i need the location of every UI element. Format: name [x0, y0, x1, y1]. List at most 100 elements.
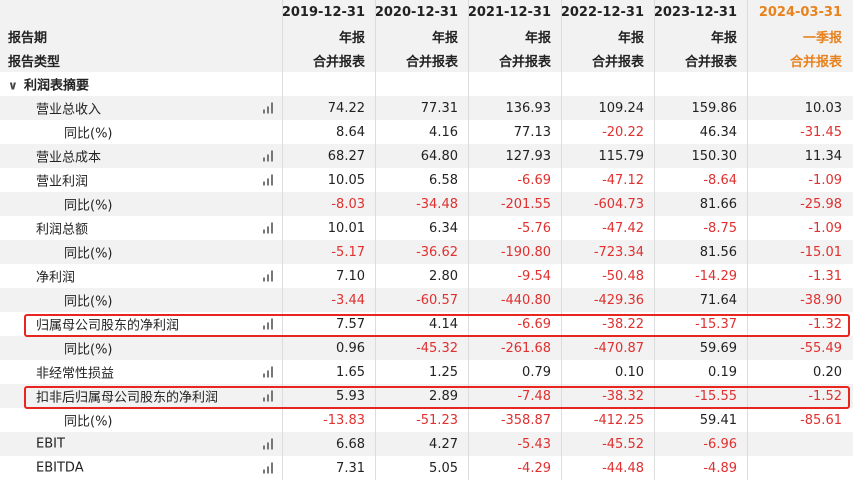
value-cell: 77.13	[469, 120, 562, 144]
row-label: 同比(%)	[64, 126, 113, 142]
table-row: 归属母公司股东的净利润 7.57 4.14 -6.69 -38.22 -15.37 -1.3…	[0, 312, 853, 336]
value-cell: 1.25	[376, 360, 469, 384]
header-period-1: 年报	[376, 24, 469, 48]
value-cell: 1.65	[283, 360, 376, 384]
table-row: 营业总收入 74.22 77.31 136.93 109.24 159.86 10.03	[0, 96, 853, 120]
value-cell: -14.29	[655, 264, 748, 288]
value-cell: -15.55	[655, 384, 748, 408]
header-date-5[interactable]: 2024-03-31	[758, 4, 842, 20]
value-cell: -261.68	[469, 336, 562, 360]
value-cell: -8.64	[655, 168, 748, 192]
table-row: 扣非后归属母公司股东的净利润 5.93 2.89 -7.48 -38.32 -15.55 -…	[0, 384, 853, 408]
value-cell: 7.57	[283, 312, 376, 336]
value-cell: -5.76	[469, 216, 562, 240]
section-empty-cell	[376, 72, 469, 96]
chevron-down-icon[interactable]: ∨	[8, 78, 18, 93]
section-empty-cell	[283, 72, 376, 96]
value-cell: -47.42	[562, 216, 655, 240]
table-row: 营业利润 10.05 6.58 -6.69 -47.12 -8.64 -1.09	[0, 168, 853, 192]
value-cell: -470.87	[562, 336, 655, 360]
header-label-cell: 报告期	[0, 24, 283, 48]
bar-chart-icon[interactable]	[263, 438, 274, 450]
header-period-5: 一季报	[802, 30, 842, 46]
header-date-2[interactable]: 2021-12-31	[469, 0, 562, 24]
section-empty-cell	[469, 72, 562, 96]
bar-chart-icon[interactable]	[263, 222, 274, 234]
row-label-cell: 同比(%)	[0, 288, 283, 312]
value-cell: 0.19	[655, 360, 748, 384]
row-label: 归属母公司股东的净利润	[36, 318, 180, 334]
value-cell: -1.09	[808, 220, 842, 236]
table-row: 同比(%) 0.96 -45.32 -261.68 -470.87 59.69 -55.49	[0, 336, 853, 360]
bar-chart-icon[interactable]	[263, 318, 274, 330]
row-label: 同比(%)	[64, 246, 113, 262]
value-cell: 68.27	[283, 144, 376, 168]
bar-chart-icon[interactable]	[263, 150, 274, 162]
value-cell: -6.96	[655, 432, 748, 456]
value-cell: -723.34	[562, 240, 655, 264]
section-row-income-summary[interactable]: ∨ 利润表摘要	[0, 72, 853, 96]
header-type-3: 合并报表	[562, 48, 655, 72]
value-cell: 109.24	[562, 96, 655, 120]
section-empty-cell	[562, 72, 655, 96]
value-cell: -1.32	[808, 316, 842, 332]
value-cell: 6.68	[283, 432, 376, 456]
bar-chart-icon[interactable]	[263, 174, 274, 186]
header-type-5: 合并报表	[789, 54, 842, 70]
value-cell: -412.25	[562, 408, 655, 432]
row-label-cell: 利润总额	[0, 216, 283, 240]
table-row: 净利润 7.10 2.80 -9.54 -50.48 -14.29 -1.31	[0, 264, 853, 288]
header-type-2: 合并报表	[469, 48, 562, 72]
value-cell: -36.62	[376, 240, 469, 264]
header-period-2: 年报	[469, 24, 562, 48]
value-cell: 0.96	[283, 336, 376, 360]
bar-chart-icon[interactable]	[263, 366, 274, 378]
row-label: 营业总收入	[36, 102, 102, 118]
value-cell: -190.80	[469, 240, 562, 264]
row-label: EBIT	[36, 436, 65, 452]
header-date-3[interactable]: 2022-12-31	[562, 0, 655, 24]
value-cell: -13.83	[283, 408, 376, 432]
row-label: 扣非后归属母公司股东的净利润	[36, 390, 219, 406]
value-cell: -8.03	[283, 192, 376, 216]
header-date-row: 2019-12-31 2020-12-31 2021-12-31 2022-12-31…	[0, 0, 853, 24]
value-cell: 6.58	[376, 168, 469, 192]
bar-chart-icon[interactable]	[263, 270, 274, 282]
value-cell: 7.31	[283, 456, 376, 480]
row-label-cell: 非经常性损益	[0, 360, 283, 384]
value-cell: 8.64	[283, 120, 376, 144]
header-date-4[interactable]: 2023-12-31	[655, 0, 748, 24]
header-label-cell	[0, 0, 283, 24]
value-cell: 127.93	[469, 144, 562, 168]
value-cell: -60.57	[376, 288, 469, 312]
value-cell: -55.49	[800, 340, 842, 356]
header-date-1[interactable]: 2020-12-31	[376, 0, 469, 24]
value-cell: -38.32	[562, 384, 655, 408]
bar-chart-icon[interactable]	[263, 102, 274, 114]
row-label: 营业利润	[36, 174, 89, 190]
bar-chart-icon[interactable]	[263, 390, 274, 402]
value-cell: -38.90	[800, 292, 842, 308]
value-cell: 6.34	[376, 216, 469, 240]
value-cell: -31.45	[800, 124, 842, 140]
value-cell: -3.44	[283, 288, 376, 312]
section-title-text: 利润表摘要	[24, 78, 90, 94]
row-label: 同比(%)	[64, 414, 113, 430]
table-row: 同比(%) -13.83 -51.23 -358.87 -412.25 59.41 -85.…	[0, 408, 853, 432]
value-cell: 0.10	[562, 360, 655, 384]
value-cell: -45.52	[562, 432, 655, 456]
value-cell: 10.01	[283, 216, 376, 240]
header-date-0[interactable]: 2019-12-31	[283, 0, 376, 24]
value-cell	[748, 456, 852, 480]
value-cell: -604.73	[562, 192, 655, 216]
table-row: 营业总成本 68.27 64.80 127.93 115.79 150.30 11.34	[0, 144, 853, 168]
value-cell: -1.52	[808, 388, 842, 404]
value-cell: 11.34	[804, 148, 842, 164]
header-type-0: 合并报表	[283, 48, 376, 72]
header-label-cell: 报告类型	[0, 48, 283, 72]
bar-chart-icon[interactable]	[263, 462, 274, 474]
value-cell: 4.14	[376, 312, 469, 336]
value-cell: 0.20	[813, 364, 842, 380]
row-label: 净利润	[36, 270, 76, 286]
value-cell: -5.17	[283, 240, 376, 264]
